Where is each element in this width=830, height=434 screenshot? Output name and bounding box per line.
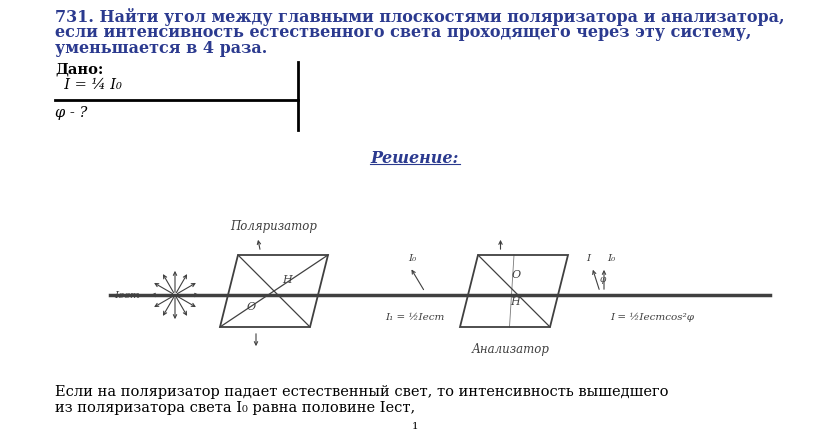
Text: I₀: I₀ bbox=[607, 254, 615, 263]
Text: I = ¼ I₀: I = ¼ I₀ bbox=[55, 78, 122, 92]
Text: Анализатор: Анализатор bbox=[471, 343, 549, 356]
Text: Дано:: Дано: bbox=[55, 62, 104, 76]
Text: Поляризатор: Поляризатор bbox=[231, 220, 317, 233]
Text: Решение:: Решение: bbox=[371, 150, 459, 167]
Text: φ - ?: φ - ? bbox=[55, 106, 87, 120]
Text: I: I bbox=[586, 254, 590, 263]
Text: 731. Найти угол между главными плоскостями поляризатора и анализатора,: 731. Найти угол между главными плоскостя… bbox=[55, 8, 784, 26]
Text: φ: φ bbox=[600, 274, 606, 283]
Text: уменьшается в 4 раза.: уменьшается в 4 раза. bbox=[55, 40, 267, 57]
Text: I = ½Iестcos²φ: I = ½Iестcos²φ bbox=[610, 313, 694, 322]
Text: Iест: Iест bbox=[115, 290, 140, 299]
Text: если интенсивность естественного света проходящего через эту систему,: если интенсивность естественного света п… bbox=[55, 24, 751, 41]
Text: I₁ = ½Iест: I₁ = ½Iест bbox=[385, 313, 445, 322]
Text: из поляризатора света I₀ равна половине Iест,: из поляризатора света I₀ равна половине … bbox=[55, 401, 415, 415]
Text: O: O bbox=[247, 302, 256, 312]
Text: H: H bbox=[283, 275, 292, 285]
Text: H: H bbox=[510, 297, 520, 307]
Text: I₀: I₀ bbox=[408, 254, 416, 263]
Text: 1: 1 bbox=[412, 422, 418, 431]
Text: O: O bbox=[511, 270, 520, 280]
Text: Если на поляризатор падает естественный свет, то интенсивность вышедшего: Если на поляризатор падает естественный … bbox=[55, 385, 668, 399]
